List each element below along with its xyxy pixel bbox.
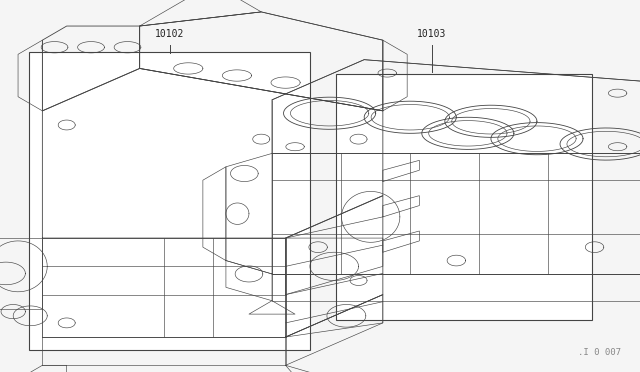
Bar [336, 74, 592, 320]
Text: 10103: 10103 [417, 29, 447, 39]
Text: 10102: 10102 [155, 29, 184, 39]
Bar [29, 52, 310, 350]
Text: .I 0 007: .I 0 007 [578, 348, 621, 357]
